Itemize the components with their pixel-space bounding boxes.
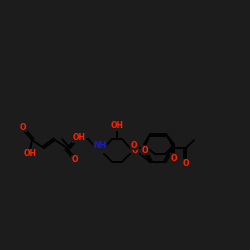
Text: O: O <box>142 146 148 155</box>
Text: OH: OH <box>24 150 36 158</box>
Text: O: O <box>132 146 138 155</box>
Text: O: O <box>20 122 26 132</box>
Text: O: O <box>72 156 78 164</box>
Text: NH: NH <box>94 140 106 149</box>
Text: O: O <box>171 154 177 163</box>
Text: O: O <box>183 160 189 168</box>
Text: OH: OH <box>72 134 86 142</box>
Text: OH: OH <box>110 122 124 130</box>
Text: O: O <box>131 140 137 149</box>
